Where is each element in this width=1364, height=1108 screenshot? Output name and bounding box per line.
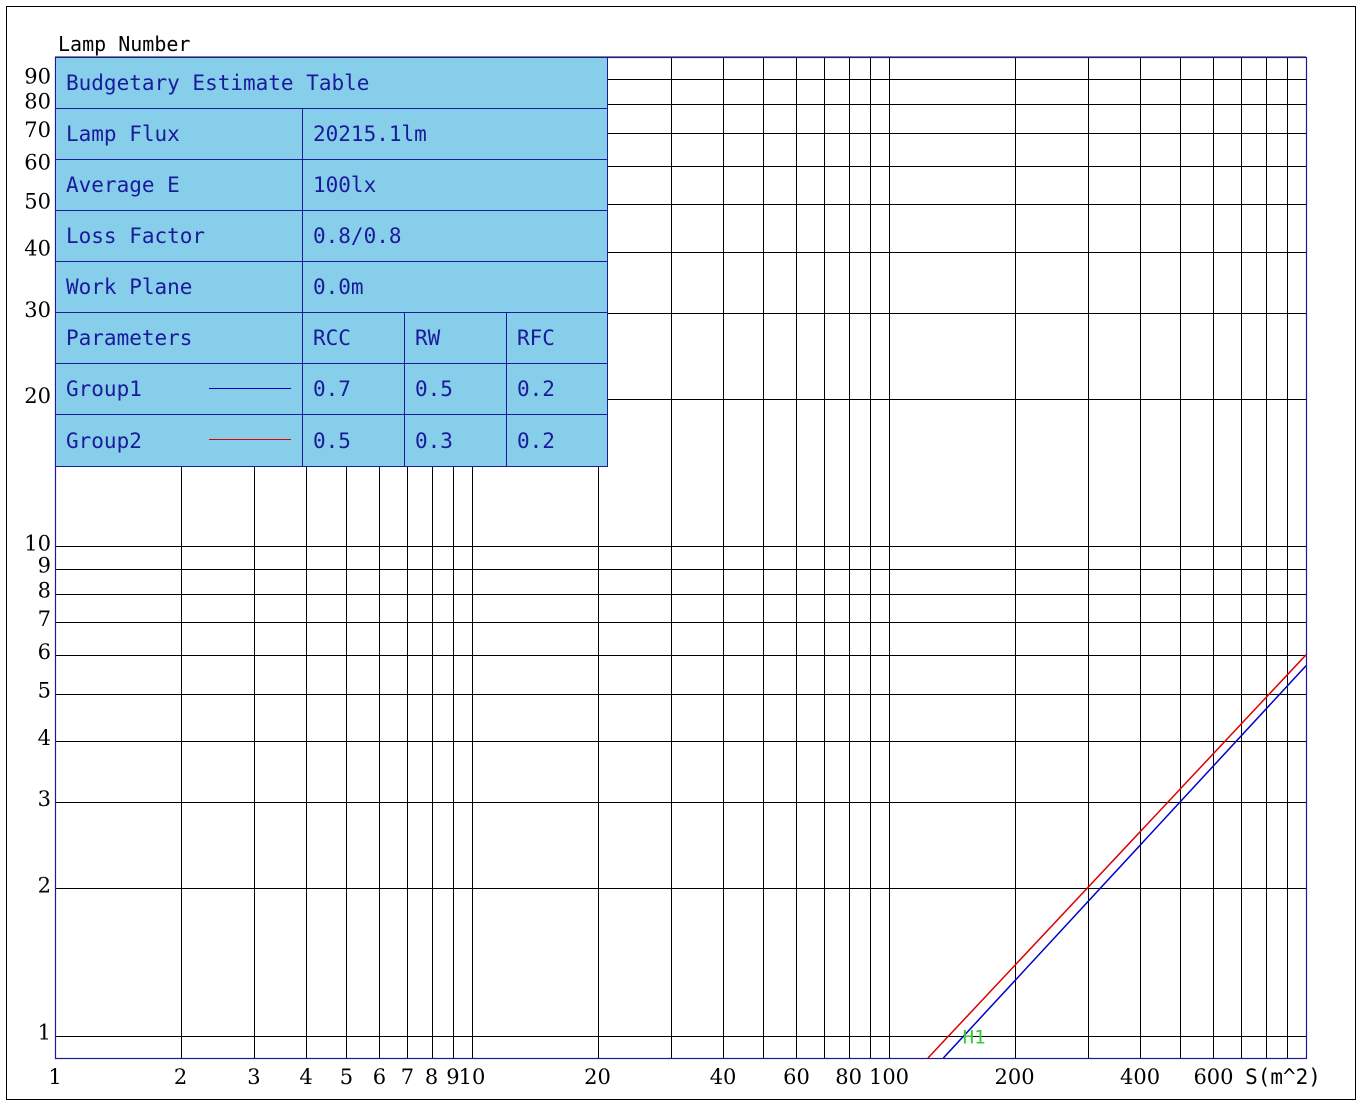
y-tick-label: 10 (24, 531, 51, 555)
y-tick-label: 40 (24, 237, 51, 261)
curve-annotation: H1 (963, 1027, 986, 1049)
y-tick-label: 80 (24, 89, 51, 113)
x-tick-label: 6 (373, 1065, 386, 1089)
y-tick-label: 5 (38, 679, 51, 703)
y-tick-label: 70 (24, 118, 51, 142)
table-row-lamp-flux: Lamp Flux 20215.1lm (56, 109, 607, 160)
table-title: Budgetary Estimate Table (66, 71, 370, 95)
y-tick-label: 7 (38, 607, 51, 631)
x-tick-label: 100 (869, 1065, 909, 1089)
x-tick-label: 20 (584, 1065, 611, 1089)
group1-legend-line (209, 388, 291, 389)
x-tick-label: 10 (459, 1065, 486, 1089)
lamp-flux-value: 20215.1lm (302, 109, 609, 159)
work-plane-value: 0.0m (302, 262, 609, 312)
group1-rcc: 0.7 (302, 364, 404, 414)
x-tick-label: 2 (174, 1065, 187, 1089)
x-tick-label: 60 (783, 1065, 810, 1089)
table-title-row: Budgetary Estimate Table (56, 58, 607, 109)
group2-rw: 0.3 (404, 415, 506, 466)
series-line-group2 (927, 654, 1306, 1058)
x-tick-label: 9 (446, 1065, 459, 1089)
rfc-header: RFC (506, 313, 609, 363)
table-row-group2: Group2 0.5 0.3 0.2 (56, 415, 607, 466)
table-row-loss-factor: Loss Factor 0.8/0.8 (56, 211, 607, 262)
x-tick-label: 3 (247, 1065, 260, 1089)
rcc-header: RCC (302, 313, 404, 363)
x-tick-label: 80 (835, 1065, 862, 1089)
table-row-average-e: Average E 100lx (56, 160, 607, 211)
y-tick-label: 4 (38, 726, 51, 750)
average-e-label: Average E (66, 173, 180, 197)
x-tick-label: 400 (1120, 1065, 1160, 1089)
x-tick-label: 600 (1193, 1065, 1233, 1089)
group1-rw: 0.5 (404, 364, 506, 414)
average-e-value: 100lx (302, 160, 609, 210)
plot-border (54, 56, 1308, 1060)
work-plane-label: Work Plane (66, 275, 193, 299)
loss-factor-label: Loss Factor (66, 224, 206, 248)
x-tick-label: 8 (425, 1065, 438, 1089)
table-row-parameters: Parameters RCC RW RFC (56, 313, 607, 364)
group2-rcc: 0.5 (302, 415, 404, 466)
group2-legend-line (209, 439, 291, 440)
x-tick-label: 40 (710, 1065, 737, 1089)
y-axis-label: Lamp Number (58, 32, 190, 56)
group2-label: Group2 (66, 428, 142, 453)
y-tick-label: 60 (24, 151, 51, 175)
y-tick-label: 30 (24, 298, 51, 322)
y-tick-label: 2 (38, 873, 51, 897)
table-row-group1: Group1 0.7 0.5 0.2 (56, 364, 607, 415)
series-line-group1 (942, 665, 1306, 1058)
group1-rfc: 0.2 (506, 364, 609, 414)
chart-frame (6, 6, 1356, 1100)
loss-factor-value: 0.8/0.8 (302, 211, 609, 261)
x-tick-label: 200 (994, 1065, 1034, 1089)
y-tick-label: 3 (38, 787, 51, 811)
y-tick-label: 9 (38, 554, 51, 578)
y-tick-label: 8 (38, 579, 51, 603)
x-tick-label: 4 (299, 1065, 312, 1089)
x-tick-label: 1 (48, 1065, 61, 1089)
parameters-label: Parameters (66, 326, 193, 350)
x-axis-label: S(m^2) (1245, 1065, 1321, 1089)
table-row-work-plane: Work Plane 0.0m (56, 262, 607, 313)
group2-rfc: 0.2 (506, 415, 609, 466)
y-tick-label: 1 (38, 1021, 51, 1045)
y-tick-label: 6 (38, 640, 51, 664)
x-tick-label: 7 (401, 1065, 414, 1089)
rw-header: RW (404, 313, 506, 363)
budgetary-estimate-table: Budgetary Estimate Table Lamp Flux 20215… (55, 57, 608, 467)
group1-label: Group1 (66, 377, 142, 401)
x-tick-label: 5 (340, 1065, 353, 1089)
y-tick-label: 50 (24, 189, 51, 213)
lamp-flux-label: Lamp Flux (66, 122, 180, 146)
y-tick-label: 20 (24, 384, 51, 408)
y-tick-label: 90 (24, 64, 51, 88)
